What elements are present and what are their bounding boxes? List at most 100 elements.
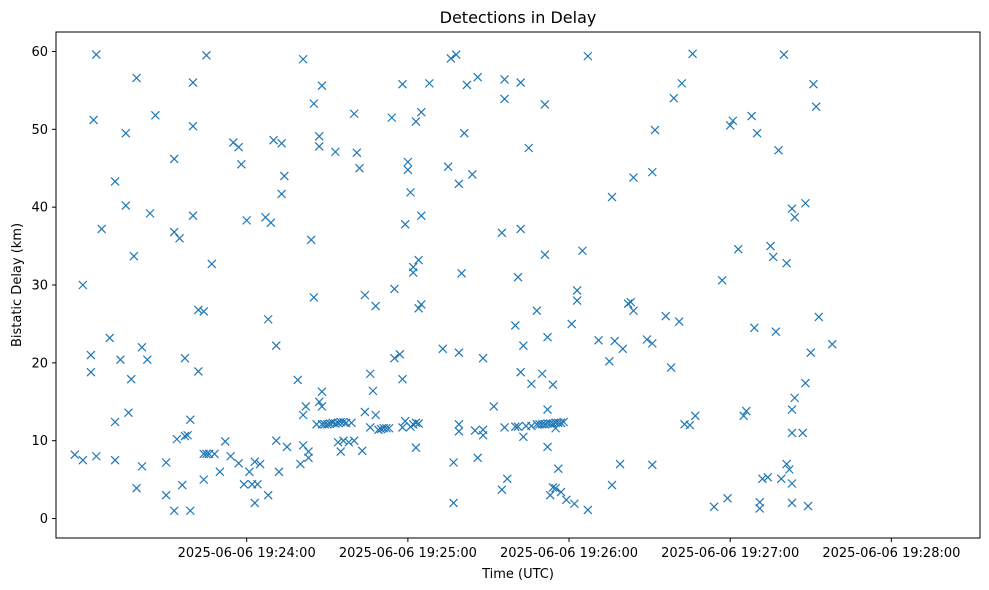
data-point [390,353,399,363]
data-point [787,498,797,508]
data-point [338,417,348,427]
data-point [478,353,488,363]
data-point [180,353,190,363]
data-point [790,212,800,222]
data-point [169,154,179,164]
data-point [78,280,88,290]
data-point [723,493,732,503]
data-point [70,450,80,460]
data-point [371,301,381,311]
data-point [169,506,179,516]
x-axis: 2025-06-06 19:24:00 2025-06-06 19:25:00 20… [178,538,960,561]
data-point [91,50,101,59]
data-point [250,498,260,508]
data-point [690,411,700,421]
data-point [457,268,467,278]
data-point [766,241,775,251]
data-point [360,407,370,417]
data-point [728,116,738,126]
data-point [282,442,292,452]
data-point [677,78,687,88]
data-point [518,432,528,442]
data-point [755,503,765,513]
data-point [414,255,424,265]
data-point [647,167,657,177]
data-point [615,459,625,469]
plot-area [55,31,981,539]
data-point [470,426,480,435]
data-point [274,467,284,477]
data-point [416,107,426,117]
data-point [403,165,413,175]
data-point [540,250,550,260]
data-point [207,259,217,269]
data-point [411,418,421,428]
data-point [414,419,424,428]
x-tick-label: 2025-06-06 19:25:00 [339,546,477,561]
y-tick-label: 0 [40,512,48,527]
data-point [454,419,464,429]
data-point [266,218,276,228]
data-point [271,436,281,446]
data-point [126,374,136,384]
data-point [244,467,254,477]
data-point [124,408,133,418]
data-point [210,449,219,459]
data-point [271,341,281,351]
data-point [336,447,346,457]
data-point [86,350,96,360]
data-point [513,272,523,282]
data-point [462,80,472,90]
data-point [424,78,434,88]
data-point [618,344,628,354]
data-point [500,94,509,104]
data-point [642,335,652,344]
data-point [406,187,415,197]
data-point [298,54,308,64]
data-point [129,251,139,261]
data-point [629,173,638,182]
data-point [188,121,198,131]
data-point [298,440,308,450]
data-point [395,349,405,359]
data-point [234,142,244,152]
data-points [70,49,837,516]
data-point [674,317,684,327]
data-point [798,428,808,438]
data-point [739,411,749,421]
data-point [234,458,244,468]
data-point [414,303,424,313]
data-point [449,498,458,508]
data-point [513,422,523,432]
data-point [338,436,348,446]
data-point [647,460,657,470]
data-point [629,306,638,316]
data-point [137,342,147,352]
data-point [556,487,566,497]
data-point [647,338,657,348]
data-point [352,148,362,158]
data-point [623,299,633,309]
data-point [78,455,88,465]
data-point [314,142,324,151]
data-point [236,159,246,169]
data-point [559,417,569,427]
data-point [161,490,171,500]
data-point [572,286,582,295]
data-point [177,480,187,490]
data-point [774,145,783,155]
data-point [175,233,184,243]
data-point [518,341,528,351]
data-point [277,189,287,199]
data-point [446,54,456,63]
data-point [790,393,800,403]
data-point [365,423,375,432]
data-point [263,490,273,500]
data-point [459,128,469,138]
x-tick-label: 2025-06-06 19:26:00 [500,546,638,561]
data-point [403,157,413,167]
data-point [411,117,421,126]
data-point [317,402,327,411]
